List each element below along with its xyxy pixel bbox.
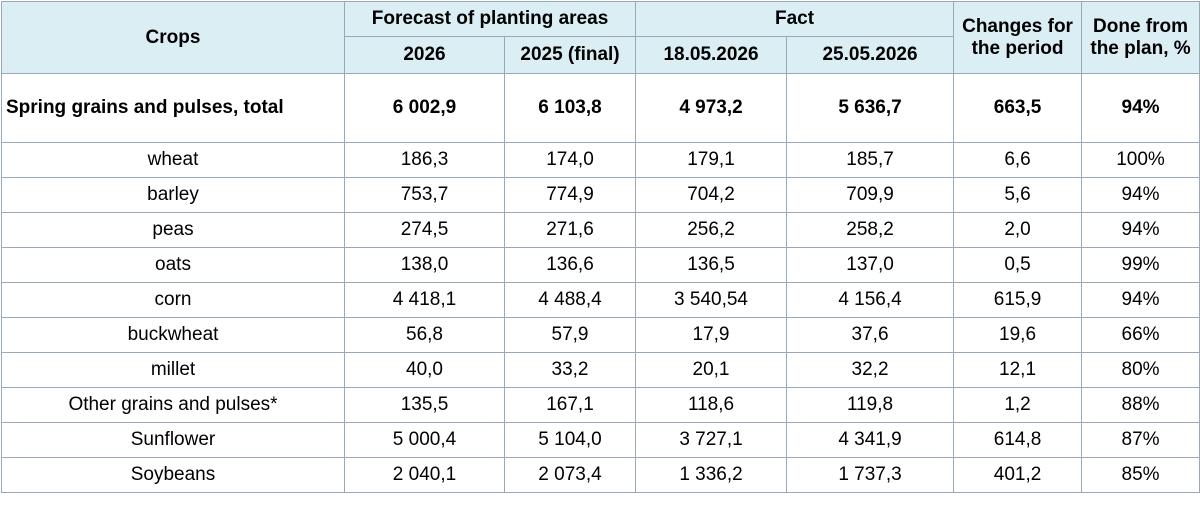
header-forecast-2025: 2025 (final) xyxy=(503,36,637,74)
cell-change: 614,8 xyxy=(953,422,1083,458)
cell-crop-name: millet xyxy=(1,352,345,388)
cell-fact-date-2: 4 341,9 xyxy=(786,422,955,458)
cell-fact-date-1: 3 727,1 xyxy=(635,422,788,458)
cell-forecast-2025: 33,2 xyxy=(503,352,637,388)
cell-forecast-2025: 57,9 xyxy=(503,317,637,353)
crop-planting-table: Crops Forecast of planting areas Fact Ch… xyxy=(1,1,1200,493)
cell-crop-name: Other grains and pulses* xyxy=(1,387,345,423)
cell-forecast-2026: 186,3 xyxy=(344,142,505,178)
cell-crop-name: Sunflower xyxy=(1,422,345,458)
cell-change: 19,6 xyxy=(953,317,1083,353)
header-fact-date-2: 25.05.2026 xyxy=(786,36,955,74)
cell-change: 1,2 xyxy=(953,387,1083,423)
cell-forecast-2025: 4 488,4 xyxy=(503,282,637,318)
table-row: Sunflower 5 000,4 5 104,0 3 727,1 4 341,9 614… xyxy=(1,422,1200,458)
cell-forecast-2026: 5 000,4 xyxy=(344,422,505,458)
cell-forecast-2025: 5 104,0 xyxy=(503,422,637,458)
cell-done: 88% xyxy=(1081,387,1200,423)
cell-crop-name: buckwheat xyxy=(1,317,345,353)
header-forecast-2026: 2026 xyxy=(344,36,505,74)
cell-fact-date-1: 136,5 xyxy=(635,247,788,283)
cell-fact-date-2: 258,2 xyxy=(786,212,955,248)
cell-forecast-2025: 271,6 xyxy=(503,212,637,248)
cell-forecast-2025: 2 073,4 xyxy=(503,457,637,493)
table-row: Other grains and pulses* 135,5 167,1 118,6 1… xyxy=(1,387,1200,423)
cell-done: 94% xyxy=(1081,282,1200,318)
header-changes: Changes for the period xyxy=(953,1,1083,74)
cell-fact-date-1: 20,1 xyxy=(635,352,788,388)
cell-forecast-2025: 174,0 xyxy=(503,142,637,178)
header-fact-date-1: 18.05.2026 xyxy=(635,36,788,74)
cell-forecast-2026: 135,5 xyxy=(344,387,505,423)
cell-change: 2,0 xyxy=(953,212,1083,248)
cell-forecast-2026: 40,0 xyxy=(344,352,505,388)
cell-forecast-2025: 136,6 xyxy=(503,247,637,283)
cell-fact-date-1: 3 540,54 xyxy=(635,282,788,318)
cell-forecast-2026: 274,5 xyxy=(344,212,505,248)
cell-fact-date-2: 119,8 xyxy=(786,387,955,423)
total-forecast-2025: 6 103,8 xyxy=(503,73,637,143)
table-row: barley 753,7 774,9 704,2 709,9 5,6 94% xyxy=(1,177,1200,213)
table-row: oats 138,0 136,6 136,5 137,0 0,5 99% xyxy=(1,247,1200,283)
cell-fact-date-1: 256,2 xyxy=(635,212,788,248)
cell-done: 66% xyxy=(1081,317,1200,353)
cell-done: 80% xyxy=(1081,352,1200,388)
total-forecast-2026: 6 002,9 xyxy=(344,73,505,143)
cell-crop-name: Soybeans xyxy=(1,457,345,493)
cell-change: 5,6 xyxy=(953,177,1083,213)
table-row: peas 274,5 271,6 256,2 258,2 2,0 94% xyxy=(1,212,1200,248)
cell-done: 87% xyxy=(1081,422,1200,458)
cell-fact-date-1: 1 336,2 xyxy=(635,457,788,493)
cell-forecast-2026: 4 418,1 xyxy=(344,282,505,318)
cell-fact-date-2: 32,2 xyxy=(786,352,955,388)
cell-fact-date-1: 179,1 xyxy=(635,142,788,178)
cell-forecast-2026: 138,0 xyxy=(344,247,505,283)
cell-crop-name: barley xyxy=(1,177,345,213)
cell-done: 85% xyxy=(1081,457,1200,493)
cell-forecast-2026: 753,7 xyxy=(344,177,505,213)
cell-forecast-2026: 2 040,1 xyxy=(344,457,505,493)
header-crops: Crops xyxy=(1,1,345,74)
table-row: buckwheat 56,8 57,9 17,9 37,6 19,6 66% xyxy=(1,317,1200,353)
cell-change: 615,9 xyxy=(953,282,1083,318)
cell-done: 94% xyxy=(1081,212,1200,248)
header-done: Done from the plan, % xyxy=(1081,1,1200,74)
cell-crop-name: peas xyxy=(1,212,345,248)
header-forecast: Forecast of planting areas xyxy=(343,1,637,37)
table-row: corn 4 418,1 4 488,4 3 540,54 4 156,4 615,9 94… xyxy=(1,282,1200,318)
cell-fact-date-2: 4 156,4 xyxy=(786,282,955,318)
cell-fact-date-1: 118,6 xyxy=(635,387,788,423)
total-fact-date-1: 4 973,2 xyxy=(635,73,788,143)
cell-fact-date-2: 709,9 xyxy=(786,177,955,213)
cell-done: 100% xyxy=(1081,142,1200,178)
cell-done: 94% xyxy=(1081,177,1200,213)
table-row: wheat 186,3 174,0 179,1 185,7 6,6 100% xyxy=(1,142,1200,178)
cell-fact-date-2: 185,7 xyxy=(786,142,955,178)
total-row: Spring grains and pulses, total 6 002,9 … xyxy=(1,73,1200,143)
cell-fact-date-2: 137,0 xyxy=(786,247,955,283)
total-fact-date-2: 5 636,7 xyxy=(786,73,955,143)
header-fact: Fact xyxy=(635,1,955,37)
cell-crop-name: wheat xyxy=(1,142,345,178)
cell-change: 401,2 xyxy=(953,457,1083,493)
cell-done: 99% xyxy=(1081,247,1200,283)
cell-fact-date-2: 37,6 xyxy=(786,317,955,353)
total-crop-name: Spring grains and pulses, total xyxy=(1,73,345,143)
cell-crop-name: corn xyxy=(1,282,345,318)
total-change: 663,5 xyxy=(953,73,1083,143)
table-row: millet 40,0 33,2 20,1 32,2 12,1 80% xyxy=(1,352,1200,388)
cell-fact-date-1: 17,9 xyxy=(635,317,788,353)
table-row: Soybeans 2 040,1 2 073,4 1 336,2 1 737,3 401,… xyxy=(1,457,1200,493)
cell-fact-date-1: 704,2 xyxy=(635,177,788,213)
cell-forecast-2026: 56,8 xyxy=(344,317,505,353)
cell-change: 12,1 xyxy=(953,352,1083,388)
cell-change: 6,6 xyxy=(953,142,1083,178)
cell-fact-date-2: 1 737,3 xyxy=(786,457,955,493)
cell-change: 0,5 xyxy=(953,247,1083,283)
cell-crop-name: oats xyxy=(1,247,345,283)
cell-forecast-2025: 774,9 xyxy=(503,177,637,213)
total-done: 94% xyxy=(1081,73,1200,143)
cell-forecast-2025: 167,1 xyxy=(503,387,637,423)
